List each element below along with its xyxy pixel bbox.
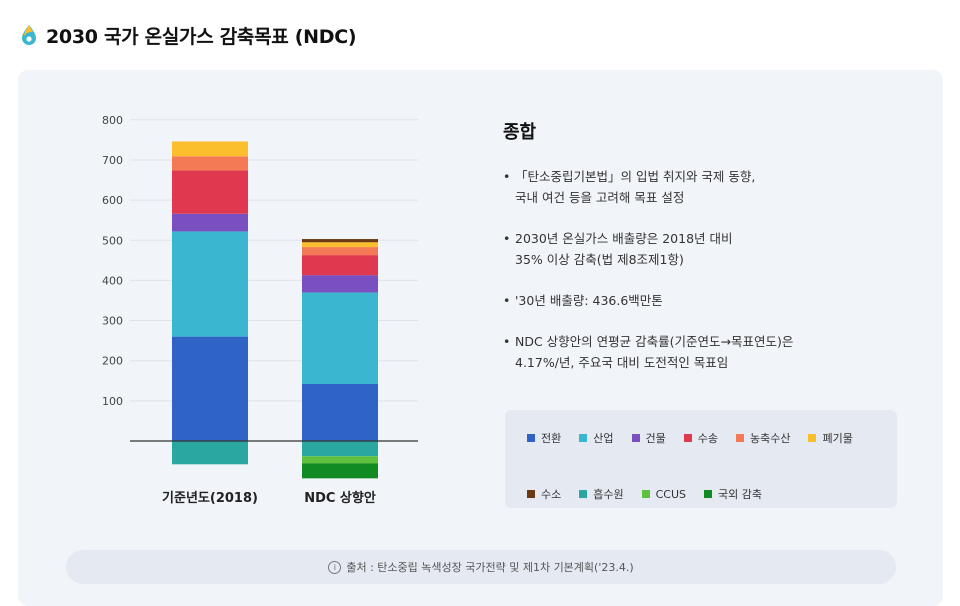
legend-label: 수소 (541, 488, 562, 501)
bar-segment (302, 441, 378, 457)
legend-swatch (683, 434, 692, 442)
legend-item: 흡수원 (579, 488, 624, 501)
bullet-text: 2030년 온실가스 배출량은 2018년 대비 35% 이상 감축(법 제8조… (515, 231, 733, 267)
legend-item: 전환 (527, 432, 562, 445)
legend-swatch (704, 490, 713, 498)
legend-item: 수송 (683, 432, 718, 445)
y-tick-label: 800 (102, 114, 123, 127)
bar-segment (172, 141, 248, 157)
summary-bullet: • NDC 상향안의 연평균 감축률(기준연도→목표연도)은 4.17%/년, 주… (503, 331, 863, 373)
bar-segment (172, 156, 248, 171)
bar-segment (172, 170, 248, 214)
source-text: 출처 : 탄소중립 녹색성장 국가전략 및 제1차 기본계획('23.4.) (346, 561, 634, 574)
bar-segment (172, 231, 248, 337)
legend-label: 수송 (697, 432, 718, 445)
x-category-label: 기준년도(2018) (162, 491, 258, 506)
bullet-text: NDC 상향안의 연평균 감축률(기준연도→목표연도)은 4.17%/년, 주요… (515, 334, 794, 370)
summary-title: 종합 (503, 122, 537, 143)
y-tick-label: 500 (102, 234, 123, 247)
legend-label: 흡수원 (593, 488, 624, 501)
bar-segment (302, 275, 378, 293)
legend-label: 건물 (645, 432, 666, 445)
summary-bullet: • 2030년 온실가스 배출량은 2018년 대비 35% 이상 감축(법 제8… (503, 228, 863, 270)
bullet-text: '30년 배출량: 436.6백만톤 (515, 293, 663, 308)
content-panel: 100 200 300 400 500 600 700 800 기준년도(2018) NDC 상향… (18, 70, 943, 606)
y-tick-label: 400 (102, 274, 123, 287)
legend-swatch (579, 490, 588, 498)
y-tick-label: 600 (102, 194, 123, 207)
info-icon: i (328, 560, 342, 574)
bar-segment (302, 247, 378, 256)
legend-swatch (808, 434, 817, 442)
y-tick-label: 200 (102, 355, 123, 368)
y-tick-label: 100 (102, 395, 123, 408)
legend-item: 농축수산 (736, 432, 791, 445)
bar-segment (302, 255, 378, 276)
summary-section: 종합 • 「탄소중립기본법」의 입법 취지와 국제 동향, 국내 여건 등을 고려… (503, 118, 863, 393)
y-tick-label: 300 (102, 315, 123, 328)
legend-label: 국외 감축 (718, 488, 763, 501)
legend-swatch (631, 434, 640, 442)
legend-label: CCUS (655, 487, 687, 501)
page-title: 2030 국가 온실가스 감축목표 (NDC) (46, 25, 357, 48)
bar-segment (302, 239, 378, 243)
legend-item: CCUS (641, 487, 687, 501)
summary-bullet: • '30년 배출량: 436.6백만톤 (503, 290, 863, 311)
legend-item: 폐기물 (808, 432, 853, 445)
legend-label: 산업 (593, 432, 614, 445)
bar-segment (302, 463, 378, 479)
summary-bullet: • 「탄소중립기본법」의 입법 취지와 국제 동향, 국내 여건 등을 고려해 목… (503, 166, 863, 208)
legend-item: 수소 (527, 488, 562, 501)
legend-label: 폐기물 (822, 432, 853, 445)
bullet-text: 「탄소중립기본법」의 입법 취지와 국제 동향, 국내 여건 등을 고려해 목표… (515, 169, 756, 205)
y-tick-label: 700 (102, 154, 123, 167)
bar-segment (302, 292, 378, 384)
bar-segment (302, 383, 378, 441)
legend-swatch (527, 490, 535, 498)
legend-swatch (579, 434, 588, 442)
bar-segment (172, 336, 248, 441)
legend-item: 건물 (631, 432, 666, 445)
bar-segment (172, 213, 248, 232)
source-note: i 출처 : 탄소중립 녹색성장 국가전략 및 제1차 기본계획('23.4.) (66, 550, 896, 584)
x-category-label: NDC 상향안 (304, 490, 376, 506)
legend-item: 산업 (579, 432, 614, 445)
bar-segment (172, 441, 248, 465)
legend-label: 농축수산 (750, 432, 791, 445)
bar-segment (302, 456, 378, 464)
legend-swatch (641, 490, 650, 498)
legend-swatch (736, 434, 744, 442)
bar-segment (302, 242, 378, 248)
page-header: 2030 국가 온실가스 감축목표 (NDC) (20, 20, 357, 50)
legend-swatch (527, 434, 535, 442)
legend-item: 국외 감축 (704, 488, 763, 501)
stacked-bar-chart: 100 200 300 400 500 600 700 800 기준년도(2018) NDC 상향… (102, 114, 418, 506)
legend-label: 전환 (541, 432, 562, 445)
water-drop-icon (22, 25, 36, 45)
